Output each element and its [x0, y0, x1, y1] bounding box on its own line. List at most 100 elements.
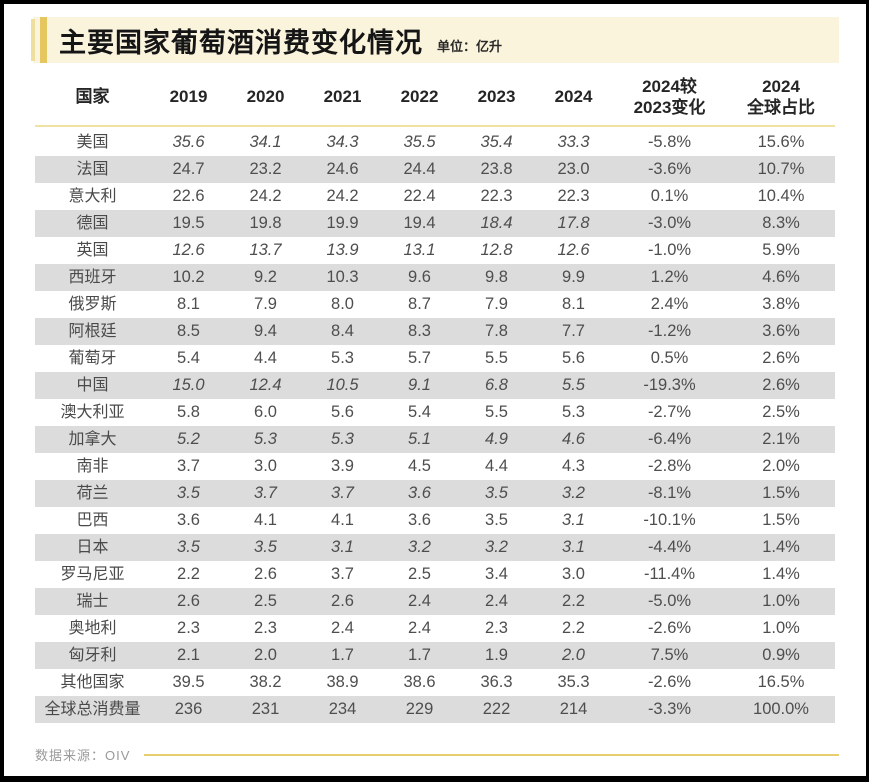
country-cell: 荷兰 [76, 485, 109, 502]
value-cell-2024: 3.0 [562, 565, 585, 583]
value-cell-2020: 2.3 [254, 619, 277, 637]
value-cell-2022: 8.3 [408, 322, 431, 340]
value-cell-2024: 2.2 [562, 592, 585, 610]
value-cell-2023: 9.8 [485, 268, 508, 286]
value-cell-2020: 6.0 [254, 403, 277, 421]
table-row: 荷兰 3.5 3.7 3.7 3.6 3.5 3.2 -8.1% 1.5% [35, 480, 835, 507]
table-row: 瑞士 2.6 2.5 2.6 2.4 2.4 2.2 -5.0% 1.0% [35, 588, 835, 615]
value-cell-2024: 2.0 [562, 646, 585, 664]
table-row: 加拿大 5.2 5.3 5.3 5.1 4.9 4.6 -6.4% 2.1% [35, 426, 835, 453]
value-cell-2021: 2.6 [331, 592, 354, 610]
value-cell-2024: 5.3 [562, 403, 585, 421]
change-cell: -3.0% [647, 214, 692, 232]
value-cell-2019: 39.5 [172, 673, 205, 691]
value-cell-2021: 19.9 [326, 214, 359, 232]
value-cell-2022: 9.1 [408, 376, 431, 394]
share-cell: 2.6% [762, 376, 800, 394]
country-cell: 日本 [76, 539, 109, 556]
value-cell-2022: 4.5 [408, 457, 431, 475]
value-cell-2023: 7.8 [485, 322, 508, 340]
share-cell: 8.3% [762, 214, 800, 232]
value-cell-2021: 3.9 [331, 457, 354, 475]
change-cell: 2.4% [650, 295, 689, 313]
value-cell-2023: 3.4 [485, 565, 508, 583]
value-cell-2021: 2.4 [331, 619, 354, 637]
share-cell: 1.5% [762, 484, 800, 502]
value-cell-2021: 3.7 [331, 565, 354, 583]
country-cell: 奥地利 [68, 620, 117, 637]
change-cell: -8.1% [647, 484, 692, 502]
share-cell: 2.0% [762, 457, 800, 475]
table-row: 德国 19.5 19.8 19.9 19.4 18.4 17.8 -3.0% 8.3% [35, 210, 835, 237]
value-cell-2019: 15.0 [172, 376, 205, 394]
value-cell-2024: 23.0 [557, 160, 590, 178]
value-cell-2024: 8.1 [562, 295, 585, 313]
country-cell: 美国 [76, 134, 109, 151]
table-row: 罗马尼亚 2.2 2.6 3.7 2.5 3.4 3.0 -11.4% 1.4% [35, 561, 835, 588]
value-cell-2019: 12.6 [172, 241, 205, 259]
value-cell-2021: 5.6 [331, 403, 354, 421]
page-title: 主要国家葡萄酒消费变化情况 [59, 27, 423, 58]
value-cell-2023: 3.5 [485, 511, 508, 529]
table-row: 其他国家 39.5 38.2 38.9 38.6 36.3 35.3 -2.6% 16.5% [35, 669, 835, 696]
table-row: 阿根廷 8.5 9.4 8.4 8.3 7.8 7.7 -1.2% 3.6% [35, 318, 835, 345]
value-cell-2021: 3.7 [331, 484, 354, 502]
share-cell: 1.4% [762, 538, 800, 556]
share-cell: 2.1% [762, 430, 800, 448]
title-accent-stripe-thin [31, 19, 35, 61]
country-cell: 匈牙利 [68, 647, 117, 664]
value-cell-2024: 33.3 [557, 133, 590, 151]
value-cell-2022: 38.6 [403, 673, 436, 691]
share-cell: 100.0% [753, 700, 809, 718]
value-cell-2023: 23.8 [480, 160, 513, 178]
change-cell: 0.1% [650, 187, 689, 205]
change-cell: -4.4% [647, 538, 692, 556]
value-cell-2022: 5.4 [408, 403, 431, 421]
change-cell: -11.4% [643, 565, 696, 583]
value-cell-2023: 5.5 [485, 349, 508, 367]
value-cell-2020: 3.7 [254, 484, 277, 502]
table-body: 美国 35.6 34.1 34.3 35.5 35.4 33.3 -5.8% 15.6% 法国 24… [4, 129, 866, 723]
value-cell-2024: 22.3 [557, 187, 590, 205]
table-row: 日本 3.5 3.5 3.1 3.2 3.2 3.1 -4.4% 1.4% [35, 534, 835, 561]
value-cell-2024: 7.7 [562, 322, 585, 340]
country-cell: 巴西 [76, 512, 109, 529]
change-cell: -5.8% [647, 133, 692, 151]
header-cell-2: 2020 [246, 87, 285, 107]
value-cell-2023: 35.4 [480, 133, 513, 151]
country-cell: 加拿大 [68, 431, 117, 448]
value-cell-2019: 10.2 [172, 268, 205, 286]
country-cell: 中国 [76, 377, 109, 394]
table-row: 美国 35.6 34.1 34.3 35.5 35.4 33.3 -5.8% 15.6% [35, 129, 835, 156]
value-cell-2021: 10.5 [326, 376, 359, 394]
country-cell: 意大利 [68, 188, 117, 205]
value-cell-2024: 9.9 [562, 268, 585, 286]
value-cell-2022: 229 [405, 700, 434, 718]
change-cell: -2.8% [647, 457, 692, 475]
value-cell-2023: 2.3 [485, 619, 508, 637]
change-cell: -5.0% [647, 592, 692, 610]
share-cell: 1.0% [762, 619, 800, 637]
value-cell-2019: 236 [174, 700, 203, 718]
value-cell-2019: 22.6 [172, 187, 205, 205]
country-cell: 全球总消费量 [44, 701, 141, 718]
share-cell: 3.8% [762, 295, 800, 313]
value-cell-2019: 3.5 [177, 538, 200, 556]
value-cell-2021: 5.3 [331, 430, 354, 448]
value-cell-2021: 8.0 [331, 295, 354, 313]
value-cell-2024: 3.1 [562, 511, 585, 529]
share-cell: 1.5% [762, 511, 800, 529]
value-cell-2020: 4.4 [254, 349, 277, 367]
share-cell: 10.7% [757, 160, 805, 178]
table-row: 奥地利 2.3 2.3 2.4 2.4 2.3 2.2 -2.6% 1.0% [35, 615, 835, 642]
change-cell: -2.6% [647, 673, 692, 691]
value-cell-2020: 3.0 [254, 457, 277, 475]
value-cell-2023: 5.5 [485, 403, 508, 421]
value-cell-2019: 2.2 [177, 565, 200, 583]
change-cell: 7.5% [650, 646, 689, 664]
share-cell: 2.6% [762, 349, 800, 367]
header-cell-7: 2024较 2023变化 [633, 76, 706, 117]
value-cell-2022: 9.6 [408, 268, 431, 286]
value-cell-2019: 5.2 [177, 430, 200, 448]
value-cell-2022: 3.6 [408, 484, 431, 502]
